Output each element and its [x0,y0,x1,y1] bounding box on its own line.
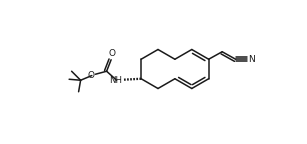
Text: O: O [109,49,116,58]
Text: NH: NH [109,76,122,85]
Text: O: O [87,71,95,80]
Text: N: N [248,55,255,64]
